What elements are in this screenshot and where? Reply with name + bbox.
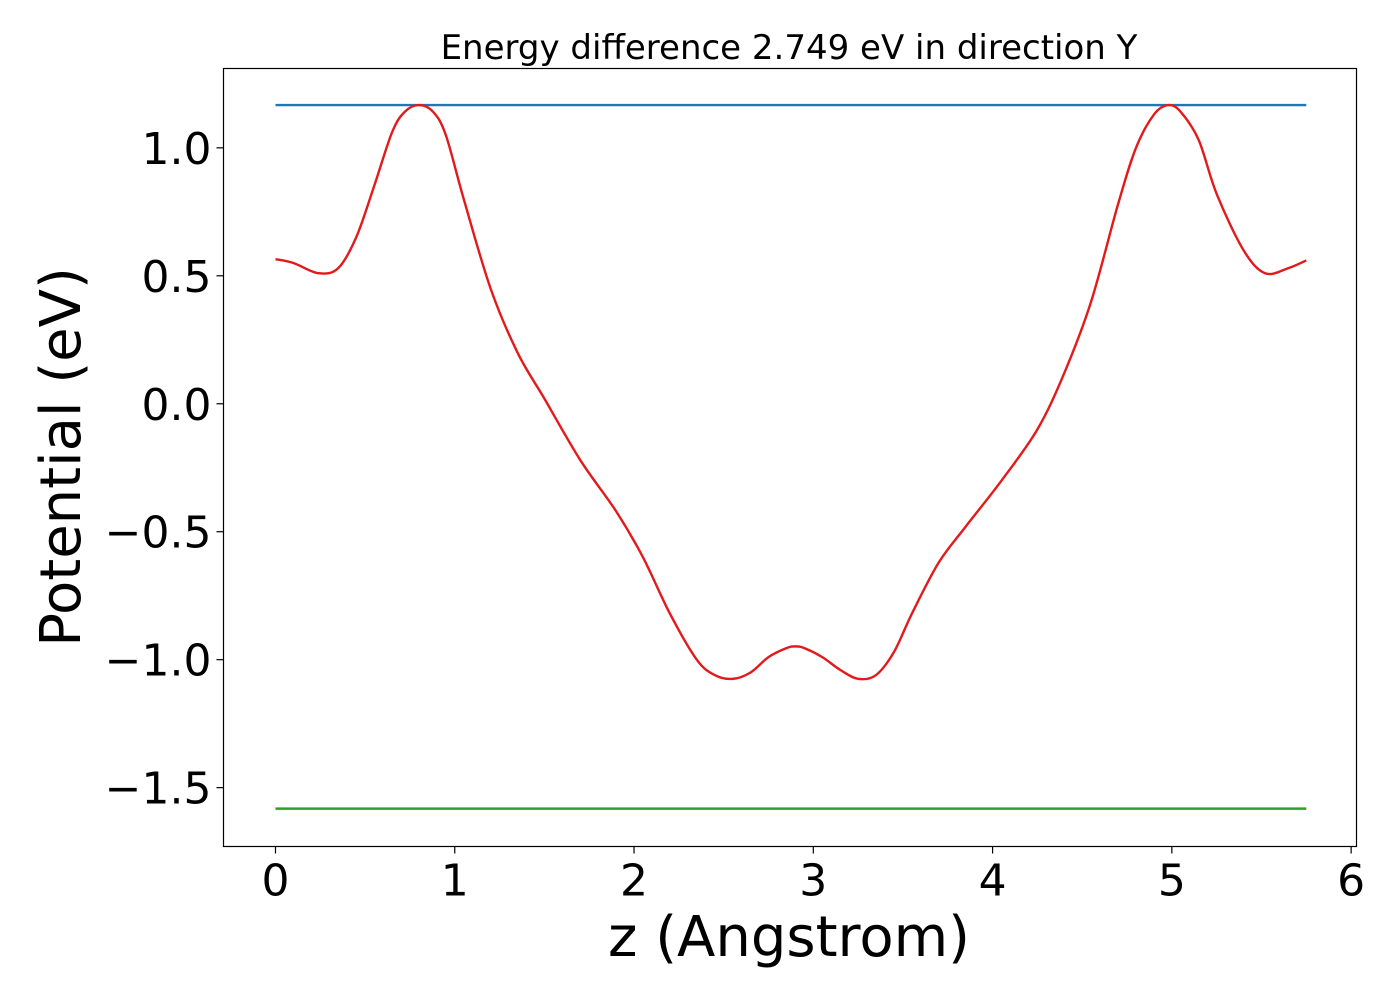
x-tick-label: 1 (441, 856, 469, 907)
x-tick-label: 3 (799, 856, 827, 907)
x-axis-title: z (Angstrom) (608, 905, 970, 970)
y-tick-label: 1.0 (142, 124, 212, 175)
x-tick-label: 5 (1158, 856, 1186, 907)
y-tick-label: −1.0 (105, 636, 212, 687)
y-tick-label: −0.5 (105, 508, 212, 559)
x-tick-label: 0 (261, 856, 289, 907)
y-axis: 1.0 0.5 0.0 −0.5 −1.0 −1.5 (105, 124, 224, 815)
x-axis: 0 1 2 3 4 5 6 (261, 846, 1365, 907)
chart-title: Energy difference 2.749 eV in direction … (441, 28, 1138, 68)
plot-area (275, 103, 1307, 810)
x-tick-label: 6 (1337, 856, 1365, 907)
y-tick-label: 0.0 (142, 380, 212, 431)
y-tick-label: −1.5 (105, 764, 212, 815)
y-axis-title: Potential (eV) (29, 267, 94, 647)
potential-curve (275, 103, 1307, 681)
x-tick-label: 4 (979, 856, 1007, 907)
x-tick-label: 2 (620, 856, 648, 907)
axes-frame (222, 67, 1358, 848)
y-tick-label: 0.5 (142, 252, 212, 303)
